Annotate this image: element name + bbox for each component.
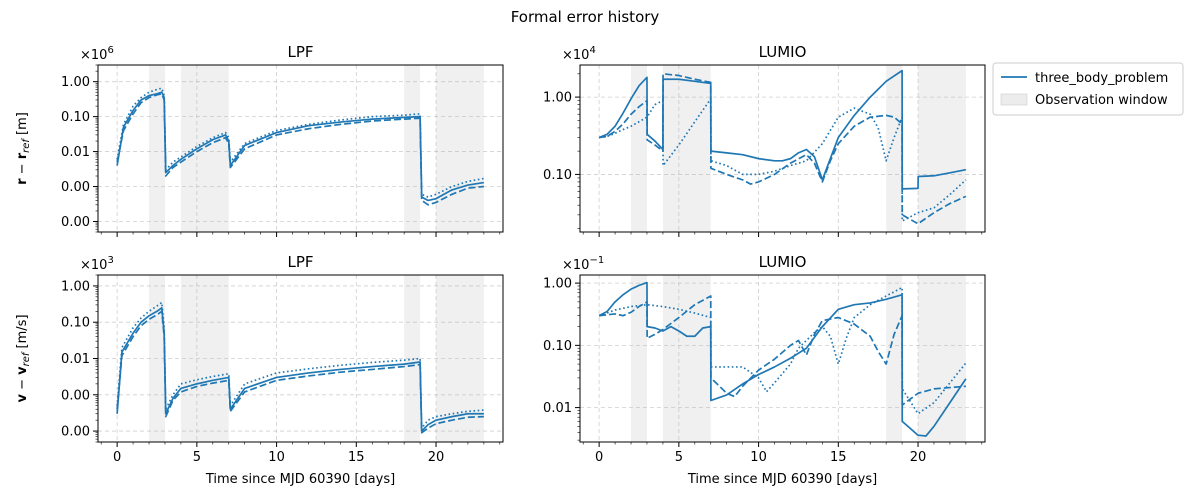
observation-window-0 — [631, 65, 647, 232]
series-line-dashed — [116, 92, 484, 206]
series-group — [598, 69, 967, 225]
y-tick-label: 0.10 — [61, 110, 90, 125]
legend-entry-three-body-problem: three_body_problem — [1035, 71, 1168, 86]
y-tick-label: 0.01 — [543, 401, 572, 416]
y-axis-label: v − vref [m/s] — [15, 314, 32, 402]
observation-window-2 — [886, 275, 903, 442]
panel-lumio-velocity: 0 5 10 15 20 0.01 0.10 1.00 LUMIO ×10−1 Time since… — [543, 253, 986, 487]
y-tick-label: 0.01 — [61, 352, 90, 367]
panel-title: LUMIO — [759, 253, 807, 271]
x-axis-label: Time since MJD 60390 [days] — [687, 472, 877, 487]
x-axis-label: Time since MJD 60390 [days] — [205, 472, 395, 487]
y-tick-label: 0.00 — [61, 388, 90, 403]
legend-entry-observation-window: Observation window — [1035, 93, 1168, 108]
axes-frame — [97, 64, 504, 233]
observation-window-1 — [662, 275, 711, 442]
y-tick-label: 0.00 — [61, 215, 90, 230]
y-tick-label: 0.10 — [543, 168, 572, 183]
y-tick-label: 0.01 — [61, 145, 90, 160]
y-tick-label: 1.00 — [61, 279, 90, 294]
series-line-dashed — [599, 295, 966, 406]
x-tick-label: 5 — [675, 450, 683, 465]
y-tick-label: 1.00 — [543, 277, 572, 292]
x-tick-label: 0 — [113, 450, 121, 465]
series-line-dotted — [116, 87, 485, 198]
offset-text: ×103 — [80, 255, 114, 273]
x-tick-label: 5 — [193, 450, 201, 465]
observation-window-0 — [149, 65, 165, 232]
x-tick-label: 10 — [750, 450, 767, 465]
observation-window-2 — [404, 65, 421, 232]
observation-window-3 — [918, 275, 966, 442]
x-tick-label: 15 — [830, 450, 847, 465]
series-line-dotted — [598, 286, 967, 415]
y-axis-label: r − rref [m] — [15, 112, 32, 185]
panel-title: LUMIO — [759, 43, 807, 61]
panel-title: LPF — [287, 253, 313, 271]
series-group — [116, 87, 485, 206]
axes-frame — [97, 274, 504, 443]
y-tick-label: 1.00 — [61, 75, 90, 90]
panel-lpf-position: 0.00 0.00 0.01 0.10 1.00 LPF ×106 r − rref [m] — [15, 43, 504, 237]
legend-patch-swatch — [1000, 93, 1028, 106]
y-tick-label: 0.10 — [543, 339, 572, 354]
x-tick-label: 20 — [428, 450, 445, 465]
x-tick-label: 10 — [268, 450, 285, 465]
axes-frame — [579, 64, 986, 233]
observation-window-0 — [631, 275, 647, 442]
x-tick-label: 20 — [910, 450, 927, 465]
series-group — [598, 281, 967, 437]
y-tick-label: 0.00 — [61, 180, 90, 195]
series-line-solid — [598, 69, 967, 190]
offset-text: ×106 — [80, 45, 114, 63]
legend-frame — [992, 62, 1184, 116]
axes-frame — [579, 274, 986, 443]
observation-window-3 — [436, 65, 484, 232]
x-tick-label: 15 — [348, 450, 365, 465]
panel-title: LPF — [287, 43, 313, 61]
offset-text: ×104 — [562, 45, 596, 63]
y-tick-label: 1.00 — [543, 91, 572, 106]
figure-title: Formal error history — [511, 8, 660, 26]
legend: three_body_problem Observation window — [992, 62, 1184, 116]
series-line-dashed — [599, 72, 967, 225]
observation-window-1 — [180, 65, 229, 232]
observation-window-3 — [918, 65, 966, 232]
y-tick-label: 0.00 — [61, 425, 90, 440]
x-tick-label: 0 — [595, 450, 603, 465]
y-tick-label: 0.10 — [61, 316, 90, 331]
panel-lpf-velocity: 0 5 10 15 20 0.00 0.00 0.01 0.10 1.00 LPF ×103 Time … — [15, 253, 504, 487]
observation-window-2 — [886, 65, 903, 232]
observation-window-2 — [404, 275, 421, 442]
offset-text: ×10−1 — [562, 255, 604, 273]
panel-lumio-position: 0.10 1.00 LUMIO ×104 — [543, 43, 986, 237]
series-group — [116, 301, 484, 434]
series-line-dashed — [116, 310, 484, 434]
observation-window-1 — [662, 65, 711, 232]
series-line-dotted — [599, 97, 967, 222]
